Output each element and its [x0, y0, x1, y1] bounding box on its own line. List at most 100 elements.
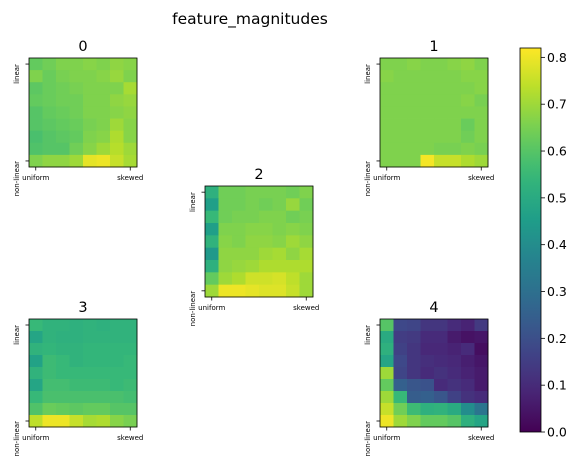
heatmap-cell [123, 106, 138, 119]
heatmap-cell [29, 142, 43, 156]
heatmap-cell [420, 415, 435, 428]
heatmap-cell [83, 118, 97, 132]
heatmap-cell [69, 415, 84, 428]
heatmap-cell [110, 142, 124, 156]
heatmap-cell [232, 284, 246, 298]
x-tick-label: uniform [22, 174, 49, 182]
heatmap-cell [83, 94, 97, 107]
heatmap-cell [56, 70, 70, 83]
heatmap-cell [407, 379, 421, 392]
heatmap-cell [29, 415, 43, 428]
heatmap-cell [447, 379, 462, 392]
heatmap-cell [434, 415, 448, 428]
heatmap-cell [393, 343, 408, 356]
heatmap-cell [110, 130, 124, 144]
heatmap-cell [56, 379, 70, 392]
heatmap-cell [407, 415, 421, 428]
heatmap-cell [69, 70, 84, 83]
heatmap-cell [29, 319, 43, 332]
heatmap-cell [461, 142, 475, 156]
heatmap-cell [96, 70, 111, 83]
heatmap-cell [299, 235, 314, 249]
colorbar-tick-label: 0.2 [547, 331, 567, 346]
heatmap-cell [110, 343, 124, 356]
heatmap-cell [380, 415, 394, 428]
heatmap-cell [83, 142, 97, 156]
heatmap-cell [123, 58, 138, 71]
heatmap-cell [272, 210, 287, 224]
colorbar-tick-label: 0.1 [547, 378, 567, 393]
panel-title: 1 [429, 39, 438, 55]
heatmap-cell [407, 391, 421, 404]
panel-title: 0 [78, 39, 87, 55]
heatmap-cell [407, 118, 421, 132]
heatmap-cell [29, 391, 43, 404]
x-tick-label: skewed [293, 304, 319, 312]
heatmap-cell [380, 58, 394, 71]
x-tick-label: skewed [117, 174, 143, 182]
heatmap-cell [123, 367, 138, 380]
heatmap-cell [245, 260, 260, 273]
heatmap-cell [96, 142, 111, 156]
heatmap-cell [69, 331, 84, 344]
colorbar: 0.0 0.1 0.2 0.3 0.4 0.5 0.6 0.7 0.8 [519, 47, 567, 440]
heatmap-cell [83, 391, 97, 404]
heatmap-cell [447, 94, 462, 107]
heatmap-cell [110, 355, 124, 368]
heatmap-cell [29, 331, 43, 344]
heatmap-cell [42, 58, 57, 71]
heatmap-cell [461, 355, 475, 368]
heatmap-cell [218, 210, 233, 224]
heatmap-cell [461, 94, 475, 107]
heatmap-cell [232, 223, 246, 236]
heatmap-cell [434, 106, 448, 119]
heatmap-cell [110, 70, 124, 83]
heatmap-cell [434, 355, 448, 368]
heatmap-cell [393, 130, 408, 144]
heatmap-cell [42, 403, 57, 416]
heatmap-cell [69, 118, 84, 132]
heatmap-cell [272, 247, 287, 261]
heatmap-cell [123, 94, 138, 107]
heatmap-panel-0: 0 uniform skewed linear non-linear [13, 39, 143, 196]
heatmap-cell [123, 331, 138, 344]
heatmap-cell [393, 379, 408, 392]
heatmap-cell [447, 391, 462, 404]
heatmap-cell [232, 210, 246, 224]
panel-frame [379, 318, 489, 428]
heatmap-cell [272, 235, 287, 249]
heatmap-cell [461, 70, 475, 83]
y-tick-label: non-linear [364, 161, 372, 197]
x-tick-label: uniform [373, 174, 400, 182]
x-tick-label: skewed [468, 434, 494, 442]
heatmap-cell [96, 94, 111, 107]
heatmap-cell [474, 94, 489, 107]
heatmap-cell [205, 272, 219, 286]
heatmap-cell [420, 118, 435, 132]
heatmap-cell [69, 58, 84, 71]
heatmap-cell [286, 247, 300, 261]
heatmap-cell [29, 94, 43, 107]
heatmap-cell [407, 82, 421, 95]
heatmap-cell [272, 223, 287, 236]
heatmap-cell [29, 379, 43, 392]
heatmap-cell [110, 106, 124, 119]
heatmap-cell [259, 223, 273, 236]
x-tick-label: uniform [198, 304, 225, 312]
heatmap-cell [407, 142, 421, 156]
heatmap-cell [42, 415, 57, 428]
colorbar-tick-label: 0.5 [547, 190, 567, 205]
heatmap-cell [420, 154, 435, 168]
heatmap-cell [272, 186, 287, 199]
heatmap-cell [434, 118, 448, 132]
heatmap-cell [69, 82, 84, 95]
heatmap-cell [393, 367, 408, 380]
heatmap-cell [407, 403, 421, 416]
heatmap-cell [29, 70, 43, 83]
heatmap-cell [461, 106, 475, 119]
heatmap-cell [393, 94, 408, 107]
heatmap-cell [56, 58, 70, 71]
heatmap-cell [56, 403, 70, 416]
heatmap-panel-1: 1 uniform skewed linear non-linear [364, 39, 494, 196]
